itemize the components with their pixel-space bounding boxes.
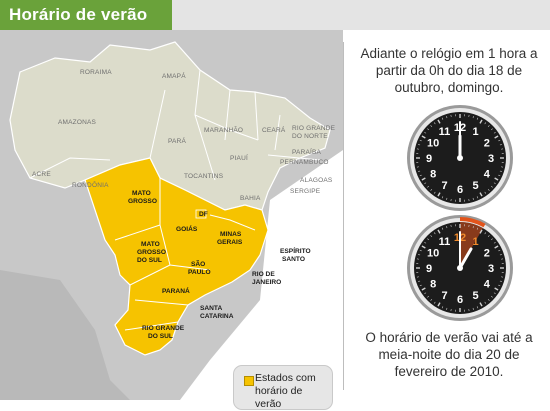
label-bahia: BAHIA <box>240 195 261 202</box>
clock-number: 11 <box>439 236 451 248</box>
label-espirito-santo-2: SANTO <box>282 256 305 263</box>
label-amapa: AMAPÁ <box>162 71 186 80</box>
info-top-text: Adiante o relógio em 1 hora a partir da … <box>354 45 544 96</box>
clock-number: 2 <box>484 248 490 260</box>
header-bar: Horário de verão <box>0 0 550 30</box>
clock-number: 10 <box>427 138 439 150</box>
clock-number: 11 <box>439 126 451 138</box>
brazil-map: RORAIMA AMAPÁ AMAZONAS PARÁ MARANHÃO CEA… <box>0 30 343 400</box>
label-alagoas: ALAGOAS <box>300 177 333 184</box>
label-maranhao: MARANHÃO <box>204 125 243 134</box>
label-minas-gerais-2: GERAIS <box>217 239 243 246</box>
clock-midnight-icon: 121234567891011 <box>405 103 515 213</box>
label-sao-paulo-1: SÃO <box>191 259 205 268</box>
label-parana: PARANÁ <box>162 286 190 295</box>
label-goias: GOIÁS <box>176 224 198 233</box>
label-minas-gerais-1: MINAS <box>220 231 242 238</box>
header-title-box: Horário de verão <box>0 0 172 30</box>
label-df: DF <box>199 211 208 218</box>
clock-one-am-icon: 121234567891011 <box>405 213 515 323</box>
label-mato-grosso-2: GROSSO <box>128 198 157 205</box>
label-amazonas: AMAZONAS <box>58 119 97 126</box>
clock-number: 8 <box>430 279 436 291</box>
label-paraiba: PARAÍBA <box>292 147 322 156</box>
label-rio-janeiro-2: JANEIRO <box>252 279 281 286</box>
label-piaui: PIAUÍ <box>230 153 248 162</box>
label-rio-grande-sul-1: RIO GRANDE <box>142 325 185 332</box>
label-tocantins: TOCANTINS <box>184 173 224 180</box>
label-rio-grande-norte-2: DO NORTE <box>292 133 328 140</box>
label-mato-grosso-sul-3: DO SUL <box>137 257 162 264</box>
label-ceara: CEARÁ <box>262 125 286 134</box>
clock-number: 6 <box>457 294 463 306</box>
clock-number: 1 <box>472 236 478 248</box>
clock-number: 9 <box>426 263 432 275</box>
clock-number: 6 <box>457 184 463 196</box>
label-roraima: RORAIMA <box>80 69 112 76</box>
page-title: Horário de verão <box>9 5 147 25</box>
legend-swatch <box>244 376 254 386</box>
legend-label: Estados com horário de verão <box>255 372 329 411</box>
label-espirito-santo-1: ESPÍRITO <box>280 246 311 255</box>
clock-number: 4 <box>484 169 491 181</box>
label-santa-catarina-2: CATARINA <box>200 313 234 320</box>
label-mato-grosso-sul-1: MATO <box>141 241 160 248</box>
clock-number: 8 <box>430 169 436 181</box>
clock-number: 1 <box>472 126 478 138</box>
legend: Estados com horário de verão <box>233 365 333 410</box>
clock-number: 2 <box>484 138 490 150</box>
map-svg: RORAIMA AMAPÁ AMAZONAS PARÁ MARANHÃO CEA… <box>0 30 343 400</box>
label-sergipe: SERGIPE <box>290 188 321 195</box>
clock-number: 3 <box>488 153 494 165</box>
clock-center <box>457 155 463 161</box>
clock-number: 5 <box>472 180 478 192</box>
label-pernambuco: PERNAMBUCO <box>280 159 329 166</box>
clock-number: 7 <box>441 290 447 302</box>
clock-number: 7 <box>441 180 447 192</box>
label-rio-grande-sul-2: DO SUL <box>148 333 173 340</box>
label-para: PARÁ <box>168 136 186 145</box>
clock-center <box>457 265 463 271</box>
clock-number: 4 <box>484 279 491 291</box>
infographic: Horário de verão RORAIMA AMAPÁ AMAZONAS … <box>0 0 550 400</box>
label-mato-grosso-sul-2: GROSSO <box>137 249 166 256</box>
clock-number: 9 <box>426 153 432 165</box>
label-mato-grosso-1: MATO <box>132 190 151 197</box>
clock-number: 3 <box>488 263 494 275</box>
clock-number: 5 <box>472 290 478 302</box>
label-sao-paulo-2: PAULO <box>188 269 211 276</box>
label-rondonia: RONDÔNIA <box>72 180 109 189</box>
clock-number: 10 <box>427 248 439 260</box>
label-rio-grande-norte-1: RIO GRANDE <box>292 125 336 132</box>
info-bottom-text: O horário de verão vai até a meia-noite … <box>354 329 544 380</box>
divider <box>343 42 344 390</box>
label-acre: ACRE <box>32 171 51 178</box>
label-santa-catarina-1: SANTA <box>200 305 222 312</box>
label-rio-janeiro-1: RIO DE <box>252 271 275 278</box>
